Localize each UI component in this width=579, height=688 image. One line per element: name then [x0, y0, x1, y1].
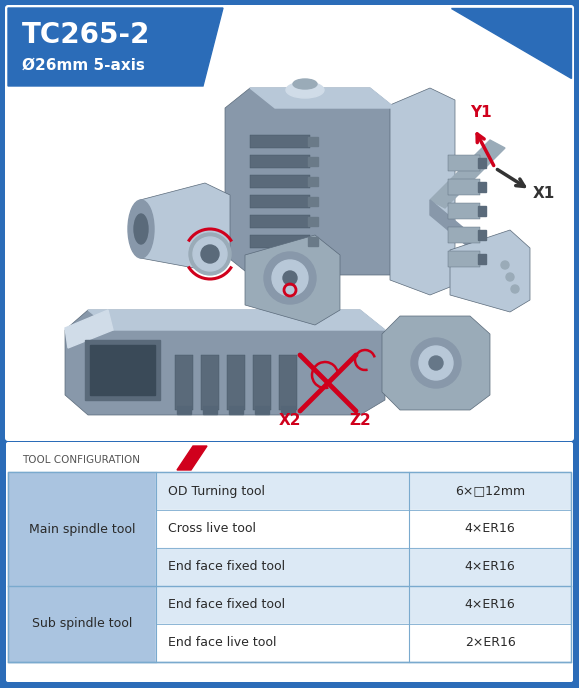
Bar	[478, 158, 486, 168]
Bar	[85, 340, 160, 400]
Bar	[227, 355, 245, 410]
Bar	[90, 345, 155, 395]
Bar	[308, 197, 318, 206]
Bar	[8, 472, 571, 662]
Polygon shape	[430, 200, 490, 265]
Polygon shape	[225, 88, 395, 275]
Ellipse shape	[272, 260, 308, 296]
Polygon shape	[390, 88, 455, 295]
FancyBboxPatch shape	[5, 5, 574, 441]
Bar	[448, 227, 480, 243]
Text: TOOL CONFIGURATION: TOOL CONFIGURATION	[22, 455, 140, 465]
Polygon shape	[140, 183, 230, 270]
Bar	[409, 510, 571, 548]
Text: Sub spindle tool: Sub spindle tool	[32, 618, 132, 630]
Text: Cross live tool: Cross live tool	[168, 522, 256, 535]
Bar	[250, 195, 310, 208]
Polygon shape	[88, 310, 385, 330]
Polygon shape	[65, 310, 385, 415]
FancyBboxPatch shape	[6, 442, 573, 682]
Ellipse shape	[293, 79, 317, 89]
Bar	[448, 203, 480, 219]
Text: Ø26mm 5-axis: Ø26mm 5-axis	[22, 58, 145, 72]
Text: Z2: Z2	[349, 413, 371, 428]
Bar	[8, 586, 156, 662]
Bar	[409, 548, 571, 586]
Bar	[409, 624, 571, 662]
Bar	[156, 624, 409, 662]
Text: End face fixed tool: End face fixed tool	[168, 599, 285, 612]
Bar	[448, 179, 480, 195]
Bar	[156, 548, 409, 586]
Bar	[229, 406, 243, 414]
Bar	[409, 472, 571, 510]
Bar	[177, 406, 191, 414]
Bar	[478, 254, 486, 264]
Text: 6×□12mm: 6×□12mm	[455, 484, 525, 497]
Polygon shape	[8, 8, 223, 86]
Ellipse shape	[411, 338, 461, 388]
Bar	[478, 230, 486, 240]
Ellipse shape	[283, 271, 297, 285]
Bar	[409, 586, 571, 624]
Ellipse shape	[264, 252, 316, 304]
Bar	[281, 406, 295, 414]
Ellipse shape	[134, 214, 148, 244]
Polygon shape	[450, 230, 530, 312]
Circle shape	[501, 261, 509, 269]
Text: Y1: Y1	[470, 105, 492, 120]
Bar	[250, 135, 310, 148]
Ellipse shape	[419, 346, 453, 380]
Polygon shape	[382, 316, 490, 410]
Text: 2×ER16: 2×ER16	[464, 636, 515, 649]
Bar	[156, 472, 409, 510]
Bar	[156, 510, 409, 548]
Circle shape	[506, 273, 514, 281]
Ellipse shape	[128, 200, 154, 258]
Bar	[203, 406, 217, 414]
Bar	[279, 355, 297, 410]
Bar	[8, 472, 156, 586]
Bar	[308, 157, 318, 166]
Bar	[250, 215, 310, 228]
Ellipse shape	[193, 237, 227, 271]
Text: 4×ER16: 4×ER16	[464, 561, 515, 574]
Text: End face fixed tool: End face fixed tool	[168, 561, 285, 574]
Ellipse shape	[286, 82, 324, 98]
Ellipse shape	[201, 245, 219, 263]
Bar	[308, 237, 318, 246]
Text: X1: X1	[533, 186, 555, 200]
Text: X2: X2	[278, 413, 301, 428]
Bar	[255, 406, 269, 414]
Bar	[156, 586, 409, 624]
Polygon shape	[451, 8, 571, 78]
Bar	[250, 175, 310, 188]
Bar	[308, 217, 318, 226]
Circle shape	[511, 285, 519, 293]
Polygon shape	[430, 140, 505, 208]
Bar	[250, 235, 310, 248]
Bar	[478, 206, 486, 216]
Text: 4×ER16: 4×ER16	[464, 522, 515, 535]
Polygon shape	[245, 235, 340, 325]
Text: TC265-2: TC265-2	[22, 21, 151, 49]
Polygon shape	[177, 446, 207, 470]
Text: End face live tool: End face live tool	[168, 636, 277, 649]
Bar	[253, 355, 271, 410]
Bar	[250, 155, 310, 168]
Ellipse shape	[429, 356, 443, 370]
Polygon shape	[65, 310, 113, 348]
Text: Main spindle tool: Main spindle tool	[29, 522, 135, 535]
Bar	[478, 182, 486, 192]
Text: OD Turning tool: OD Turning tool	[168, 484, 265, 497]
Bar	[175, 355, 193, 410]
Ellipse shape	[189, 233, 231, 275]
Bar	[308, 137, 318, 146]
Polygon shape	[250, 88, 395, 108]
Bar	[201, 355, 219, 410]
Bar	[448, 155, 480, 171]
Text: 4×ER16: 4×ER16	[464, 599, 515, 612]
Bar	[308, 177, 318, 186]
Bar	[448, 251, 480, 267]
